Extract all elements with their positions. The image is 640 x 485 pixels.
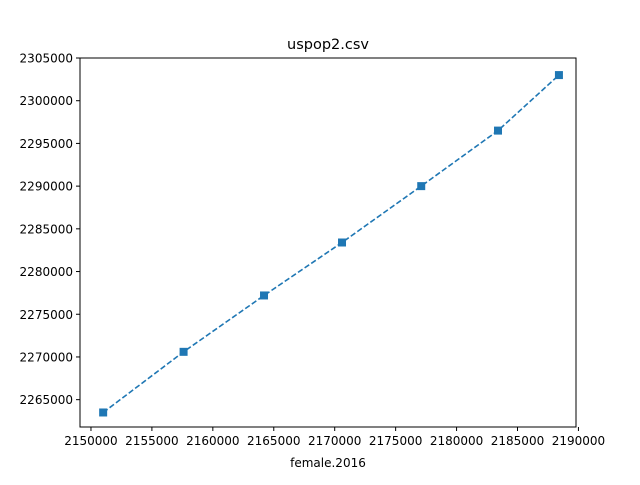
x-axis: 2150000 2155000 2160000 2165000 2170000 21750…: [64, 427, 605, 448]
chart-title: uspop2.csv: [287, 37, 369, 53]
x-tick-label: 2185000: [491, 434, 544, 448]
y-tick-label: 2300000: [20, 94, 73, 108]
data-point-marker: [554, 71, 563, 80]
plot-area: [99, 71, 563, 417]
x-tick-label: 2155000: [125, 434, 178, 448]
x-tick-label: 2175000: [369, 434, 422, 448]
y-axis: 2265000 2270000 2275000 2280000 2285000 22900…: [20, 52, 80, 407]
x-tick-label: 2160000: [186, 434, 239, 448]
y-tick-label: 2285000: [20, 222, 73, 236]
y-tick-label: 2265000: [20, 393, 73, 407]
data-point-marker: [179, 347, 188, 356]
plot-frame: [79, 57, 577, 428]
x-tick-label: 2190000: [552, 434, 605, 448]
x-tick-label: 2170000: [308, 434, 361, 448]
data-point-marker: [417, 182, 426, 191]
y-tick-label: 2280000: [20, 265, 73, 279]
x-axis-label: female.2016: [290, 456, 366, 470]
data-point-marker: [260, 291, 269, 300]
y-tick-label: 2275000: [20, 308, 73, 322]
data-point-marker: [494, 126, 503, 135]
y-tick-label: 2295000: [20, 137, 73, 151]
x-tick-label: 2165000: [247, 434, 300, 448]
x-tick-label: 2150000: [64, 434, 117, 448]
y-tick-label: 2270000: [20, 350, 73, 364]
y-tick-label: 2305000: [20, 52, 73, 66]
x-tick-label: 2180000: [430, 434, 483, 448]
data-point-marker: [338, 238, 347, 247]
data-point-marker: [99, 408, 108, 417]
y-tick-label: 2290000: [20, 180, 73, 194]
